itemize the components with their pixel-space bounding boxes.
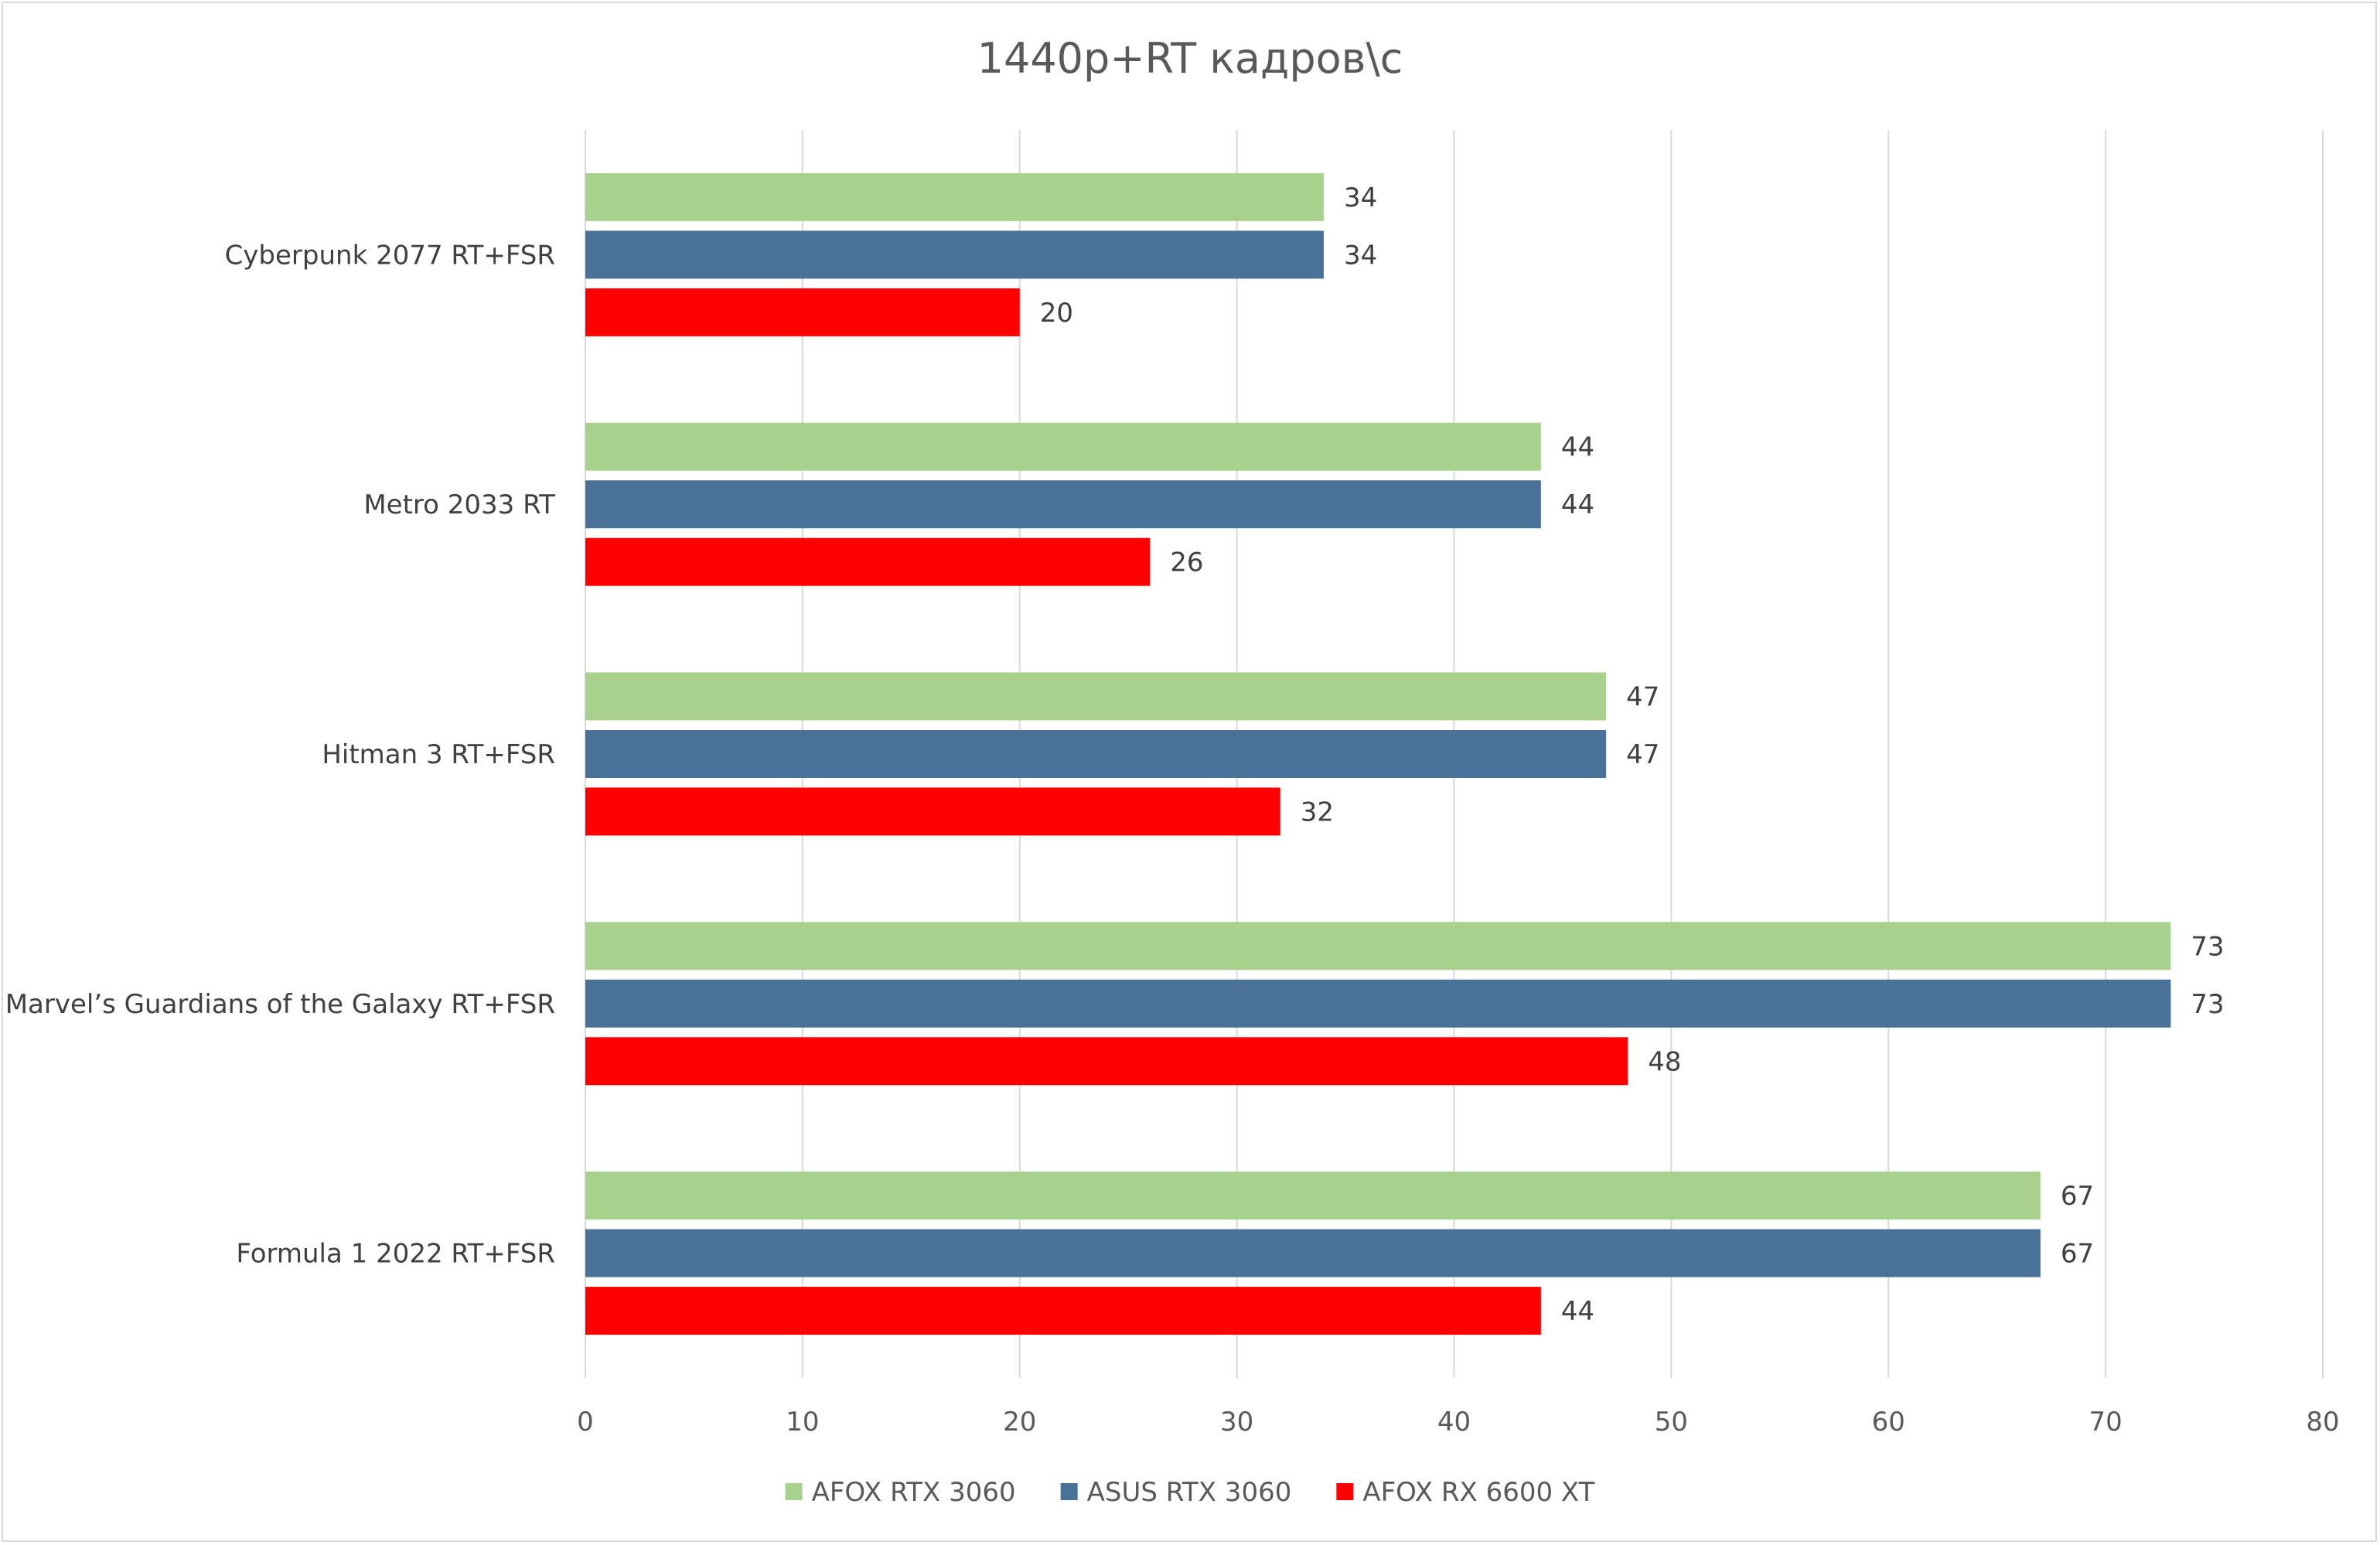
- data-label: 44: [1561, 489, 1594, 520]
- x-tick-label: 20: [1003, 1407, 1036, 1438]
- data-label: 48: [1648, 1046, 1681, 1077]
- bar: [585, 537, 1151, 586]
- data-labels: 34 34 20 44 44 26 47 47 32 73 73 48 67 67 44: [1040, 182, 2225, 1327]
- gridlines: [585, 130, 2324, 1378]
- data-label: 67: [2061, 1181, 2094, 1212]
- x-tick-label: 30: [1220, 1407, 1253, 1438]
- x-tick-label: 70: [2088, 1407, 2122, 1438]
- category-label: Metro 2033 RT: [363, 489, 555, 520]
- data-label: 34: [1344, 182, 1377, 213]
- category-label: Hitman 3 RT+FSR: [322, 739, 555, 770]
- bars: [585, 172, 2171, 1335]
- category-label: Formula 1 2022 RT+FSR: [236, 1239, 555, 1270]
- legend-item: AFOX RTX 3060: [785, 1477, 1016, 1508]
- bar: [585, 787, 1280, 836]
- bar: [585, 422, 1541, 471]
- bar: [585, 1172, 2041, 1220]
- legend-swatch: [1336, 1483, 1354, 1500]
- bar: [585, 730, 1607, 778]
- data-label: 47: [1626, 682, 1659, 713]
- legend-label: ASUS RTX 3060: [1087, 1477, 1292, 1508]
- legend-label: AFOX RTX 3060: [812, 1477, 1016, 1508]
- data-label: 34: [1344, 240, 1377, 271]
- bar: [585, 1037, 1628, 1086]
- legend-swatch: [785, 1483, 803, 1500]
- bar: [585, 288, 1020, 336]
- bar: [585, 922, 2171, 970]
- legend-item: AFOX RX 6600 XT: [1336, 1477, 1595, 1508]
- category-label: Cyberpunk 2077 RT+FSR: [225, 240, 555, 271]
- data-label: 67: [2061, 1239, 2094, 1270]
- bar: [585, 1229, 2041, 1277]
- bar: [585, 480, 1541, 529]
- category-label: Marvel’s Guardians of the Galaxy RT+FSR: [5, 989, 555, 1020]
- data-label: 44: [1561, 432, 1594, 463]
- x-tick-label: 10: [786, 1407, 819, 1438]
- category-axis: Cyberpunk 2077 RT+FSR Metro 2033 RT Hitman…: [5, 240, 556, 1269]
- x-tick-label: 0: [577, 1407, 594, 1438]
- data-label: 26: [1170, 547, 1203, 578]
- data-label: 44: [1561, 1296, 1594, 1327]
- legend-swatch: [1060, 1483, 1078, 1500]
- chart-title: 1440p+RT кадров\с: [977, 34, 1403, 83]
- data-label: 47: [1626, 739, 1659, 770]
- data-label: 73: [2191, 931, 2224, 962]
- data-label: 73: [2191, 989, 2224, 1020]
- data-label: 32: [1301, 797, 1334, 828]
- value-axis: 0 10 20 30 40 50 60 70 80: [577, 1407, 2339, 1438]
- x-tick-label: 40: [1437, 1407, 1471, 1438]
- bar: [585, 230, 1324, 279]
- bar: [585, 1287, 1541, 1335]
- x-tick-label: 60: [1872, 1407, 1905, 1438]
- data-label: 20: [1040, 298, 1073, 329]
- legend-item: ASUS RTX 3060: [1060, 1477, 1292, 1508]
- legend-label: AFOX RX 6600 XT: [1362, 1477, 1594, 1508]
- x-tick-label: 50: [1655, 1407, 1688, 1438]
- legend: AFOX RTX 3060 ASUS RTX 3060 AFOX RX 6600 X…: [785, 1477, 1595, 1508]
- x-tick-label: 80: [2306, 1407, 2339, 1438]
- bar: [585, 672, 1607, 721]
- bar: [585, 979, 2171, 1028]
- bar: [585, 172, 1324, 221]
